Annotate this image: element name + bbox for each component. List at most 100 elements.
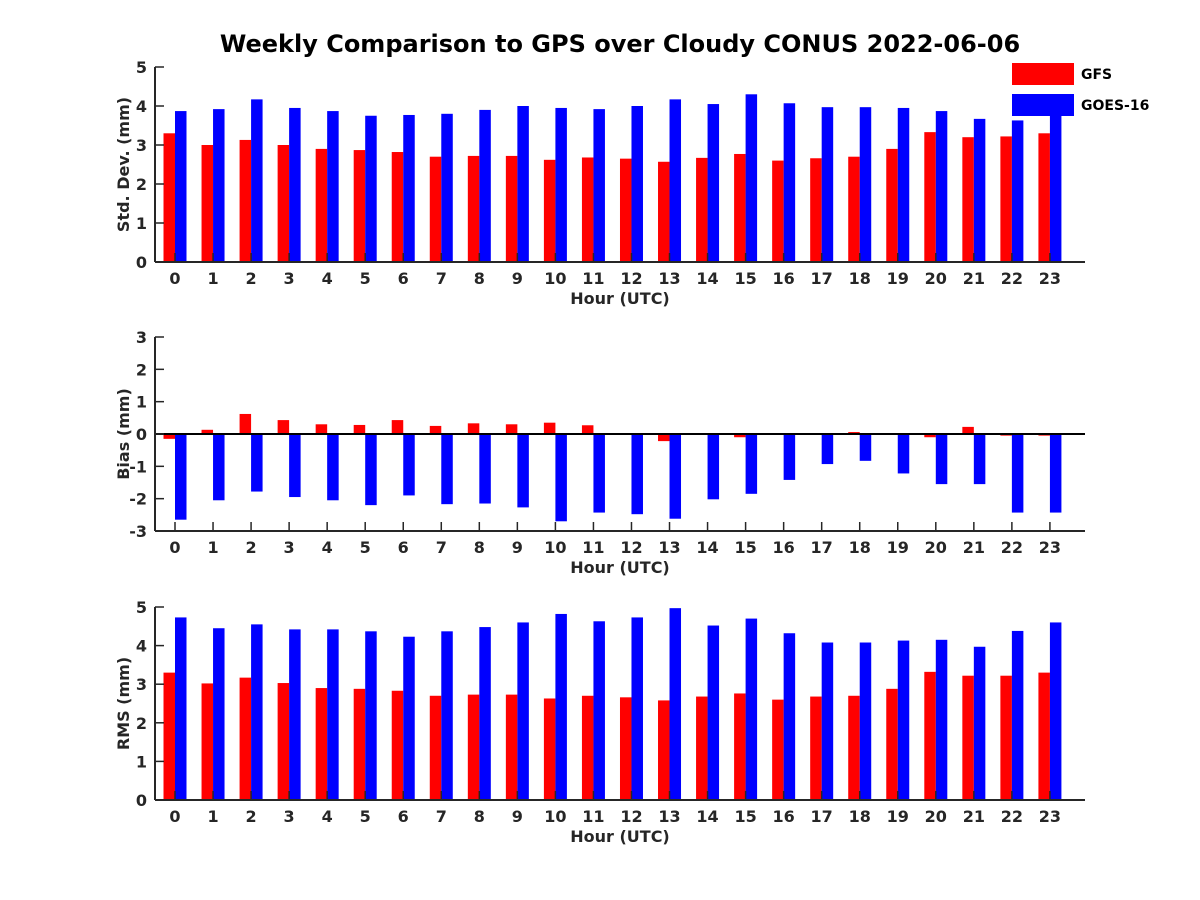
y-tick-label: 2 (136, 175, 147, 194)
bar-gfs-8 (467, 423, 480, 434)
bar-goes-16-0 (175, 617, 187, 800)
bar-goes-16-10 (555, 434, 567, 522)
bar-gfs-17 (810, 158, 822, 262)
bar-gfs-1 (201, 145, 214, 262)
bar-gfs-5 (353, 150, 366, 262)
y-tick-label: 1 (136, 752, 147, 771)
x-axis-label: Hour (UTC) (570, 289, 670, 308)
y-tick-label: 0 (136, 425, 147, 444)
x-tick-label: 10 (544, 269, 566, 288)
x-tick-label: 4 (322, 269, 333, 288)
x-tick-label: 5 (360, 538, 371, 557)
bar-gfs-22 (1000, 675, 1012, 800)
bar-goes-16-20 (935, 434, 948, 485)
x-tick-label: 4 (322, 538, 333, 557)
bar-goes-16-23 (1049, 112, 1062, 262)
x-tick-label: 9 (512, 538, 523, 557)
bar-gfs-2 (239, 413, 252, 434)
y-tick-label: 3 (136, 136, 147, 155)
bar-goes-16-13 (669, 434, 682, 519)
bar-goes-16-5 (365, 631, 377, 800)
bar-goes-16-1 (213, 434, 225, 501)
x-tick-label: 20 (925, 269, 947, 288)
x-tick-label: 16 (773, 807, 795, 826)
bar-gfs-21 (962, 426, 974, 434)
x-tick-label: 20 (925, 807, 947, 826)
x-tick-label: 19 (887, 807, 909, 826)
bar-gfs-8 (467, 694, 480, 800)
y-tick-label: 0 (136, 253, 147, 272)
bar-gfs-19 (886, 688, 898, 800)
x-tick-label: 6 (398, 269, 409, 288)
x-tick-label: 7 (436, 807, 447, 826)
legend-swatch-goes-16 (1012, 94, 1074, 116)
legend-label-goes-16: GOES-16 (1081, 98, 1149, 114)
bar-goes-16-17 (821, 107, 834, 262)
bar-goes-16-21 (973, 434, 986, 485)
y-tick-label: -3 (129, 522, 147, 541)
x-tick-label: 10 (544, 807, 566, 826)
y-tick-label: 4 (136, 637, 147, 656)
bar-goes-16-17 (821, 642, 834, 800)
x-tick-label: 15 (734, 538, 756, 557)
y-axis-label: RMS (mm) (114, 657, 133, 750)
x-tick-label: 12 (620, 538, 642, 557)
bar-gfs-6 (391, 420, 404, 434)
bar-gfs-20 (924, 671, 936, 800)
x-tick-label: 22 (1001, 538, 1023, 557)
bar-goes-16-16 (783, 633, 796, 800)
x-tick-label: 18 (849, 538, 871, 557)
bar-gfs-9 (505, 694, 518, 800)
bar-gfs-10 (543, 422, 556, 434)
y-tick-label: 5 (136, 58, 147, 77)
x-tick-label: 1 (207, 807, 218, 826)
bar-gfs-11 (581, 695, 594, 800)
x-tick-label: 10 (544, 538, 566, 557)
x-tick-label: 2 (246, 269, 257, 288)
x-tick-label: 0 (169, 269, 180, 288)
bar-goes-16-8 (479, 434, 491, 504)
bar-goes-16-2 (251, 434, 263, 492)
x-tick-label: 22 (1001, 269, 1023, 288)
x-tick-label: 15 (734, 807, 756, 826)
bar-gfs-3 (277, 683, 290, 800)
x-tick-label: 13 (658, 538, 680, 557)
y-tick-label: -1 (129, 457, 147, 476)
bar-gfs-23 (1038, 672, 1050, 800)
bar-gfs-12 (619, 158, 632, 262)
x-axis-label: Hour (UTC) (570, 558, 670, 577)
bar-goes-16-18 (859, 434, 872, 461)
bar-gfs-4 (315, 148, 328, 262)
bar-gfs-9 (505, 155, 518, 262)
x-tick-label: 9 (512, 807, 523, 826)
bar-goes-16-1 (213, 628, 225, 800)
bar-goes-16-18 (859, 642, 872, 800)
x-tick-label: 21 (963, 807, 985, 826)
bar-goes-16-18 (859, 107, 872, 262)
bar-goes-16-16 (783, 434, 796, 480)
bar-gfs-3 (277, 420, 290, 434)
x-tick-label: 3 (284, 269, 295, 288)
x-tick-label: 2 (246, 807, 257, 826)
bar-goes-16-19 (897, 640, 910, 800)
bar-goes-16-12 (631, 106, 643, 262)
bar-gfs-11 (581, 425, 594, 434)
bar-gfs-16 (772, 160, 784, 262)
x-tick-label: 11 (582, 538, 604, 557)
y-tick-label: -2 (129, 490, 147, 509)
bar-goes-16-7 (441, 631, 453, 800)
bar-gfs-6 (391, 152, 404, 262)
y-axis-label: Std. Dev. (mm) (114, 97, 133, 232)
x-tick-label: 19 (887, 269, 909, 288)
x-tick-label: 7 (436, 269, 447, 288)
x-tick-label: 17 (811, 807, 833, 826)
bar-goes-16-9 (517, 106, 529, 262)
bar-goes-16-10 (555, 613, 567, 800)
bar-goes-16-23 (1049, 622, 1062, 800)
x-tick-label: 16 (773, 269, 795, 288)
x-tick-label: 14 (696, 538, 718, 557)
bar-gfs-8 (467, 155, 480, 262)
bar-gfs-17 (810, 696, 822, 800)
bar-goes-16-5 (365, 434, 377, 506)
bar-gfs-1 (201, 683, 214, 800)
